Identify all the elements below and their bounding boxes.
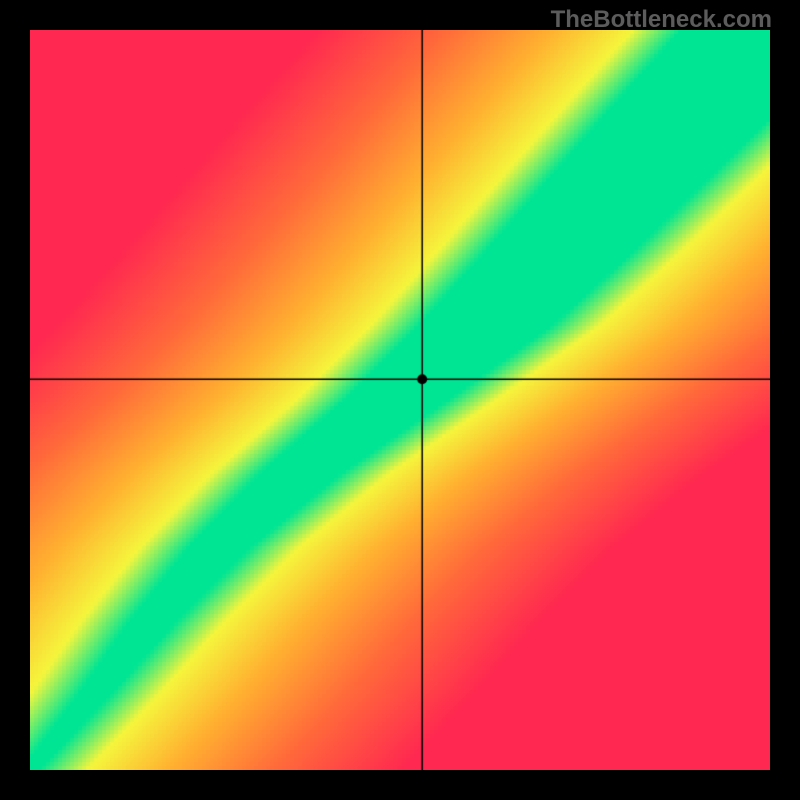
bottleneck-heatmap: [30, 30, 770, 770]
watermark-label: TheBottleneck.com: [551, 6, 772, 34]
chart-container: TheBottleneck.com: [0, 0, 800, 800]
